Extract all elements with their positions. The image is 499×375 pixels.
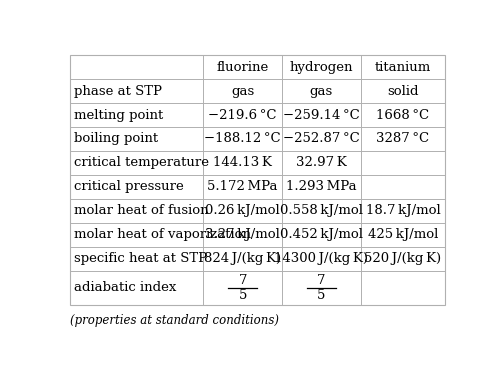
Text: 14300 J/(kg K): 14300 J/(kg K) <box>274 252 368 266</box>
Text: gas: gas <box>231 84 254 98</box>
Text: titanium: titanium <box>375 61 431 74</box>
Text: 520 J/(kg K): 520 J/(kg K) <box>364 252 442 266</box>
Text: fluorine: fluorine <box>217 61 269 74</box>
Text: 824 J/(kg K): 824 J/(kg K) <box>204 252 281 266</box>
Text: 0.558 kJ/mol: 0.558 kJ/mol <box>280 204 363 218</box>
Text: critical pressure: critical pressure <box>74 180 184 194</box>
Text: molar heat of vaporization: molar heat of vaporization <box>74 228 251 242</box>
Text: −219.6 °C: −219.6 °C <box>209 108 277 122</box>
Text: −259.14 °C: −259.14 °C <box>283 108 360 122</box>
Text: 5: 5 <box>317 289 326 302</box>
Text: 0.26 kJ/mol: 0.26 kJ/mol <box>205 204 280 218</box>
Text: (properties at standard conditions): (properties at standard conditions) <box>70 314 279 327</box>
Text: 7: 7 <box>317 273 326 286</box>
Text: 18.7 kJ/mol: 18.7 kJ/mol <box>366 204 441 218</box>
Text: adiabatic index: adiabatic index <box>74 281 176 294</box>
Text: specific heat at STP: specific heat at STP <box>74 252 207 266</box>
Text: phase at STP: phase at STP <box>74 84 162 98</box>
Text: 7: 7 <box>239 273 247 286</box>
Text: melting point: melting point <box>74 108 163 122</box>
Text: −188.12 °C: −188.12 °C <box>205 132 281 146</box>
Text: gas: gas <box>310 84 333 98</box>
Text: 3287 °C: 3287 °C <box>376 132 430 146</box>
Text: 144.13 K: 144.13 K <box>213 156 272 170</box>
Text: 0.452 kJ/mol: 0.452 kJ/mol <box>280 228 363 242</box>
Text: critical temperature: critical temperature <box>74 156 209 170</box>
Text: 1668 °C: 1668 °C <box>376 108 430 122</box>
Text: 5: 5 <box>239 289 247 302</box>
Text: 1.293 MPa: 1.293 MPa <box>286 180 357 194</box>
Text: 5.172 MPa: 5.172 MPa <box>208 180 278 194</box>
Text: 425 kJ/mol: 425 kJ/mol <box>368 228 438 242</box>
Text: hydrogen: hydrogen <box>290 61 353 74</box>
Text: 32.97 K: 32.97 K <box>296 156 347 170</box>
Text: −252.87 °C: −252.87 °C <box>283 132 360 146</box>
Text: boiling point: boiling point <box>74 132 158 146</box>
Text: molar heat of fusion: molar heat of fusion <box>74 204 209 218</box>
Text: solid: solid <box>387 84 419 98</box>
Text: 3.27 kJ/mol: 3.27 kJ/mol <box>205 228 280 242</box>
